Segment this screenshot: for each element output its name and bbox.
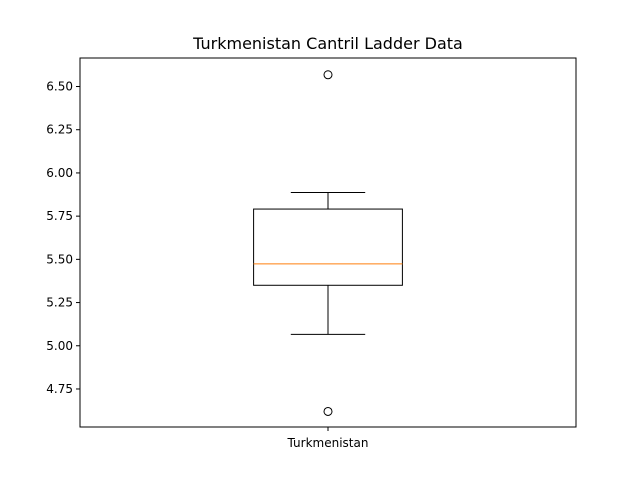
y-tick-label: 5.00 [46, 339, 73, 353]
x-axis: Turkmenistan [287, 427, 369, 450]
interquartile-box [253, 208, 403, 286]
y-tick-label: 4.75 [46, 382, 73, 396]
y-tick-label: 5.25 [46, 296, 73, 310]
y-tick-label: 6.25 [46, 123, 73, 137]
y-tick-label: 5.50 [46, 252, 73, 266]
y-axis: 4.75 5.00 5.25 5.50 5.75 6.00 6.25 6.50 [46, 80, 80, 396]
box-group [253, 70, 403, 416]
plot-frame [79, 57, 577, 428]
outlier-point [323, 406, 333, 416]
x-tick-label: Turkmenistan [287, 436, 369, 450]
y-tick-label: 6.50 [46, 80, 73, 94]
chart-title: Turkmenistan Cantril Ladder Data [192, 34, 463, 53]
outlier-point [323, 70, 333, 80]
y-tick-label: 5.75 [46, 209, 73, 223]
box-plot-marks [253, 70, 403, 416]
y-tick-label: 6.00 [46, 166, 73, 180]
